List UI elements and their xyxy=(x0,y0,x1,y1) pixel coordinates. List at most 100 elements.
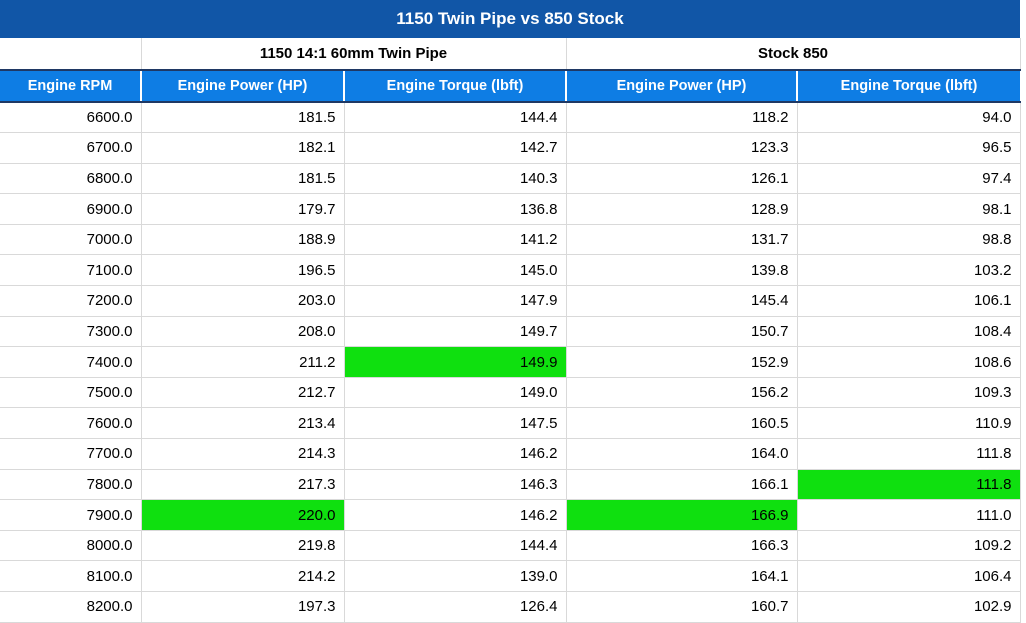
cell-twin-torque: 149.7 xyxy=(344,316,567,348)
table-row: 6900.0 179.7 136.8 128.9 98.1 xyxy=(0,193,1021,225)
cell-stock-torque: 102.9 xyxy=(797,591,1021,623)
cell-engine-rpm: 7600.0 xyxy=(0,407,142,440)
cell-twin-power: 203.0 xyxy=(141,285,345,317)
cell-engine-rpm: 7000.0 xyxy=(0,224,142,256)
cell-twin-torque: 140.3 xyxy=(344,163,567,195)
group-header-stock-850: Stock 850 xyxy=(566,38,1021,70)
cell-twin-power: 181.5 xyxy=(141,102,345,134)
group-header-row: 1150 14:1 60mm Twin Pipe Stock 850 xyxy=(0,38,1021,70)
cell-stock-power: 128.9 xyxy=(566,193,798,225)
cell-twin-torque: 145.0 xyxy=(344,254,567,287)
cell-stock-power: 123.3 xyxy=(566,132,798,164)
cell-twin-torque: 139.0 xyxy=(344,560,567,592)
cell-stock-torque: 106.4 xyxy=(797,560,1021,592)
cell-twin-power: 214.3 xyxy=(141,438,345,470)
cell-engine-rpm: 8200.0 xyxy=(0,591,142,623)
cell-twin-power: 217.3 xyxy=(141,469,345,501)
group-header-twin-pipe: 1150 14:1 60mm Twin Pipe xyxy=(141,38,567,70)
cell-engine-rpm: 8100.0 xyxy=(0,560,142,592)
cell-stock-power: 166.9 xyxy=(566,499,798,531)
table-row: 7900.0 220.0 146.2 166.9 111.0 xyxy=(0,499,1021,531)
table-row: 8100.0 214.2 139.0 164.1 106.4 xyxy=(0,560,1021,592)
cell-twin-power: 181.5 xyxy=(141,163,345,195)
cell-stock-power: 139.8 xyxy=(566,254,798,287)
cell-twin-torque: 146.2 xyxy=(344,499,567,531)
cell-engine-rpm: 6800.0 xyxy=(0,163,142,195)
cell-twin-power: 196.5 xyxy=(141,254,345,287)
cell-stock-power: 150.7 xyxy=(566,316,798,348)
column-header-stock-power: Engine Power (HP) xyxy=(565,69,797,103)
cell-stock-torque: 106.1 xyxy=(797,285,1021,317)
cell-engine-rpm: 6700.0 xyxy=(0,132,142,164)
cell-twin-torque: 146.2 xyxy=(344,438,567,470)
cell-stock-torque: 111.8 xyxy=(797,438,1021,470)
cell-engine-rpm: 7500.0 xyxy=(0,377,142,409)
table-row: 7400.0 211.2 149.9 152.9 108.6 xyxy=(0,346,1021,378)
cell-stock-torque: 109.3 xyxy=(797,377,1021,409)
cell-stock-power: 160.7 xyxy=(566,591,798,623)
column-header-row: Engine RPM Engine Power (HP) Engine Torq… xyxy=(0,69,1020,103)
cell-stock-power: 152.9 xyxy=(566,346,798,378)
title-row: 1150 Twin Pipe vs 850 Stock xyxy=(0,0,1020,38)
table-row: 6700.0 182.1 142.7 123.3 96.5 xyxy=(0,132,1021,164)
column-header-twin-torque: Engine Torque (lbft) xyxy=(343,69,566,103)
cell-stock-torque: 97.4 xyxy=(797,163,1021,195)
cell-twin-power: 208.0 xyxy=(141,316,345,348)
table-row: 7300.0 208.0 149.7 150.7 108.4 xyxy=(0,316,1021,348)
cell-twin-power: 197.3 xyxy=(141,591,345,623)
cell-engine-rpm: 7300.0 xyxy=(0,316,142,348)
cell-stock-power: 166.3 xyxy=(566,530,798,562)
cell-stock-torque: 111.8 xyxy=(797,469,1021,501)
cell-stock-torque: 94.0 xyxy=(797,102,1021,134)
column-header-twin-power: Engine Power (HP) xyxy=(140,69,344,103)
cell-engine-rpm: 7200.0 xyxy=(0,285,142,317)
cell-stock-power: 156.2 xyxy=(566,377,798,409)
cell-twin-torque: 149.0 xyxy=(344,377,567,409)
cell-stock-power: 164.0 xyxy=(566,438,798,470)
cell-twin-torque: 147.9 xyxy=(344,285,567,317)
cell-stock-power: 126.1 xyxy=(566,163,798,195)
cell-twin-torque: 144.4 xyxy=(344,102,567,134)
cell-stock-torque: 96.5 xyxy=(797,132,1021,164)
cell-stock-power: 166.1 xyxy=(566,469,798,501)
cell-stock-torque: 110.9 xyxy=(797,407,1021,440)
table-row: 8000.0 219.8 144.4 166.3 109.2 xyxy=(0,530,1021,562)
cell-engine-rpm: 7100.0 xyxy=(0,254,142,287)
cell-stock-power: 164.1 xyxy=(566,560,798,592)
group-header-blank xyxy=(0,38,142,70)
cell-engine-rpm: 7700.0 xyxy=(0,438,142,470)
table-body: 6600.0 181.5 144.4 118.2 94.0 6700.0 182.1 142.… xyxy=(0,102,1021,623)
cell-engine-rpm: 7400.0 xyxy=(0,346,142,378)
table-row: 7800.0 217.3 146.3 166.1 111.8 xyxy=(0,469,1021,501)
cell-stock-torque: 111.0 xyxy=(797,499,1021,531)
cell-stock-power: 145.4 xyxy=(566,285,798,317)
column-header-engine-rpm: Engine RPM xyxy=(0,69,141,103)
cell-twin-torque: 144.4 xyxy=(344,530,567,562)
table-row: 6600.0 181.5 144.4 118.2 94.0 xyxy=(0,102,1021,134)
cell-stock-torque: 98.1 xyxy=(797,193,1021,225)
cell-twin-torque: 136.8 xyxy=(344,193,567,225)
cell-stock-torque: 98.8 xyxy=(797,224,1021,256)
cell-twin-power: 213.4 xyxy=(141,407,345,440)
cell-stock-torque: 108.6 xyxy=(797,346,1021,378)
table-row: 7700.0 214.3 146.2 164.0 111.8 xyxy=(0,438,1021,470)
table-row: 7200.0 203.0 147.9 145.4 106.1 xyxy=(0,285,1021,317)
cell-stock-power: 160.5 xyxy=(566,407,798,440)
cell-stock-power: 131.7 xyxy=(566,224,798,256)
table-row: 6800.0 181.5 140.3 126.1 97.4 xyxy=(0,163,1021,195)
column-header-stock-torque: Engine Torque (lbft) xyxy=(796,69,1020,103)
cell-twin-torque: 147.5 xyxy=(344,407,567,440)
cell-twin-power: 188.9 xyxy=(141,224,345,256)
table-row: 7100.0 196.5 145.0 139.8 103.2 xyxy=(0,254,1021,287)
cell-twin-torque: 149.9 xyxy=(344,346,567,378)
cell-twin-power: 211.2 xyxy=(141,346,345,378)
table-row: 7600.0 213.4 147.5 160.5 110.9 xyxy=(0,407,1021,440)
table-row: 7500.0 212.7 149.0 156.2 109.3 xyxy=(0,377,1021,409)
cell-stock-torque: 109.2 xyxy=(797,530,1021,562)
cell-twin-torque: 141.2 xyxy=(344,224,567,256)
cell-engine-rpm: 7800.0 xyxy=(0,469,142,501)
table-title: 1150 Twin Pipe vs 850 Stock xyxy=(0,0,1020,38)
cell-engine-rpm: 7900.0 xyxy=(0,499,142,531)
cell-twin-power: 214.2 xyxy=(141,560,345,592)
